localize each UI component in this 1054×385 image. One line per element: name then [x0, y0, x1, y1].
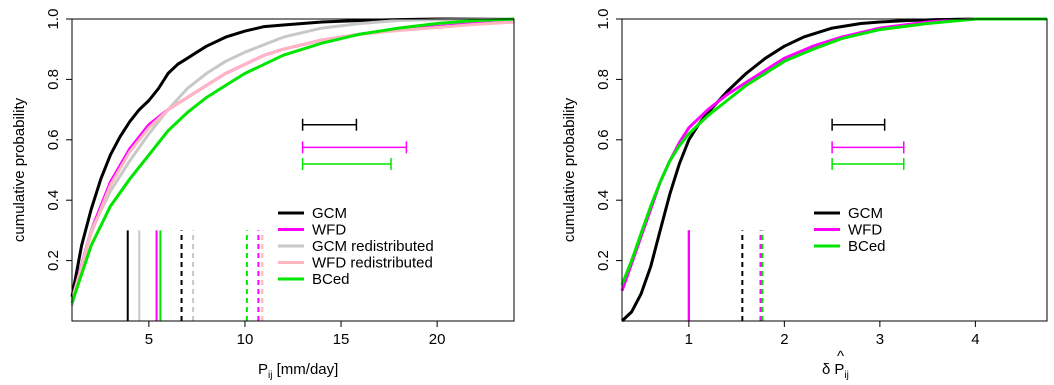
right-x-axis-title: δ Pij ^ [822, 348, 849, 381]
left-y-tick-label-0: 0.2 [45, 250, 62, 271]
left-legend-item-1: WFD [278, 222, 346, 239]
left-x-axis: 5 10 15 20 [145, 321, 446, 348]
right-x-axis: 1 2 3 4 [685, 321, 980, 348]
right-y-tick-label-3: 0.8 [595, 69, 612, 90]
right-plot-frame [621, 18, 1048, 322]
right-series-line-wfd [620, 17, 1047, 292]
left-interval-bars [301, 118, 408, 170]
left-legend-item-3: WFD redistributed [278, 255, 433, 272]
right-y-axis-title: cumulative probability [561, 97, 578, 242]
left-interval-bar-1 [301, 141, 408, 154]
left-plot-frame [71, 18, 515, 322]
right-y-tick-label-0: 0.2 [595, 250, 612, 271]
right-legend-item-0: GCM [814, 205, 883, 222]
left-legend-item-0: GCM [278, 205, 347, 222]
right-series-line-gcm [620, 17, 1047, 323]
svg-text:WFD redistributed: WFD redistributed [312, 255, 433, 272]
left-y-tick-label-1: 0.4 [45, 190, 62, 211]
right-legend-item-1: WFD [814, 222, 882, 239]
svg-text:BCed: BCed [848, 238, 886, 255]
left-y-tick-label-4: 1.0 [45, 9, 62, 30]
left-x-tick-label-0: 5 [145, 331, 153, 348]
left-y-tick-label-2: 0.6 [45, 129, 62, 150]
left-chart-panel: 5 10 15 20 0.2 0.4 0.6 0.8 1.0 cumulative proba… [11, 9, 515, 381]
right-interval-bar-1 [831, 141, 905, 154]
right-series-line-bced [620, 17, 1047, 286]
left-interval-bar-2 [301, 157, 392, 170]
left-vertical-markers [126, 230, 264, 321]
svg-text:GCM redistributed: GCM redistributed [312, 238, 434, 255]
right-y-axis: 0.2 0.4 0.6 0.8 1.0 [595, 9, 622, 271]
svg-text:BCed: BCed [312, 271, 350, 288]
right-y-tick-label-2: 0.6 [595, 129, 612, 150]
left-interval-bar-0 [301, 118, 358, 131]
right-legend-item-2: BCed [814, 238, 886, 255]
left-series-group [70, 17, 515, 307]
left-series-line-wfd-redistributed [70, 20, 515, 301]
left-x-tick-label-1: 10 [237, 331, 254, 348]
left-x-tick-label-3: 20 [429, 331, 446, 348]
hat-mark: ^ [837, 348, 844, 365]
left-y-axis: 0.2 0.4 0.6 0.8 1.0 [45, 9, 72, 271]
right-interval-bar-0 [831, 118, 886, 131]
right-interval-bar-2 [831, 157, 905, 170]
right-x-tick-label-2: 3 [876, 331, 884, 348]
left-x-axis-title: Pij [mm/day] [258, 361, 338, 381]
svg-text:WFD: WFD [312, 222, 346, 239]
right-vertical-markers [687, 230, 764, 321]
svg-text:GCM: GCM [848, 205, 883, 222]
right-chart-panel: 1 2 3 4 0.2 0.4 0.6 0.8 1.0 cumulative probabil… [561, 9, 1048, 381]
right-series-group [620, 17, 1047, 323]
left-x-tick-label-2: 15 [333, 331, 350, 348]
right-x-tick-label-1: 2 [780, 331, 788, 348]
right-x-tick-label-0: 1 [685, 331, 693, 348]
svg-text:WFD: WFD [848, 222, 882, 239]
left-legend-item-4: BCed [278, 271, 350, 288]
right-y-tick-label-4: 1.0 [595, 9, 612, 30]
left-y-tick-label-3: 0.8 [45, 69, 62, 90]
left-y-axis-title: cumulative probability [11, 97, 28, 242]
left-series-line-bced [70, 17, 515, 304]
right-x-tick-label-3: 4 [971, 331, 979, 348]
left-series-line-gcm [70, 17, 514, 298]
svg-text:GCM: GCM [312, 205, 347, 222]
right-y-tick-label-1: 0.4 [595, 190, 612, 211]
left-legend-item-2: GCM redistributed [278, 238, 434, 255]
right-interval-bars [831, 118, 905, 170]
